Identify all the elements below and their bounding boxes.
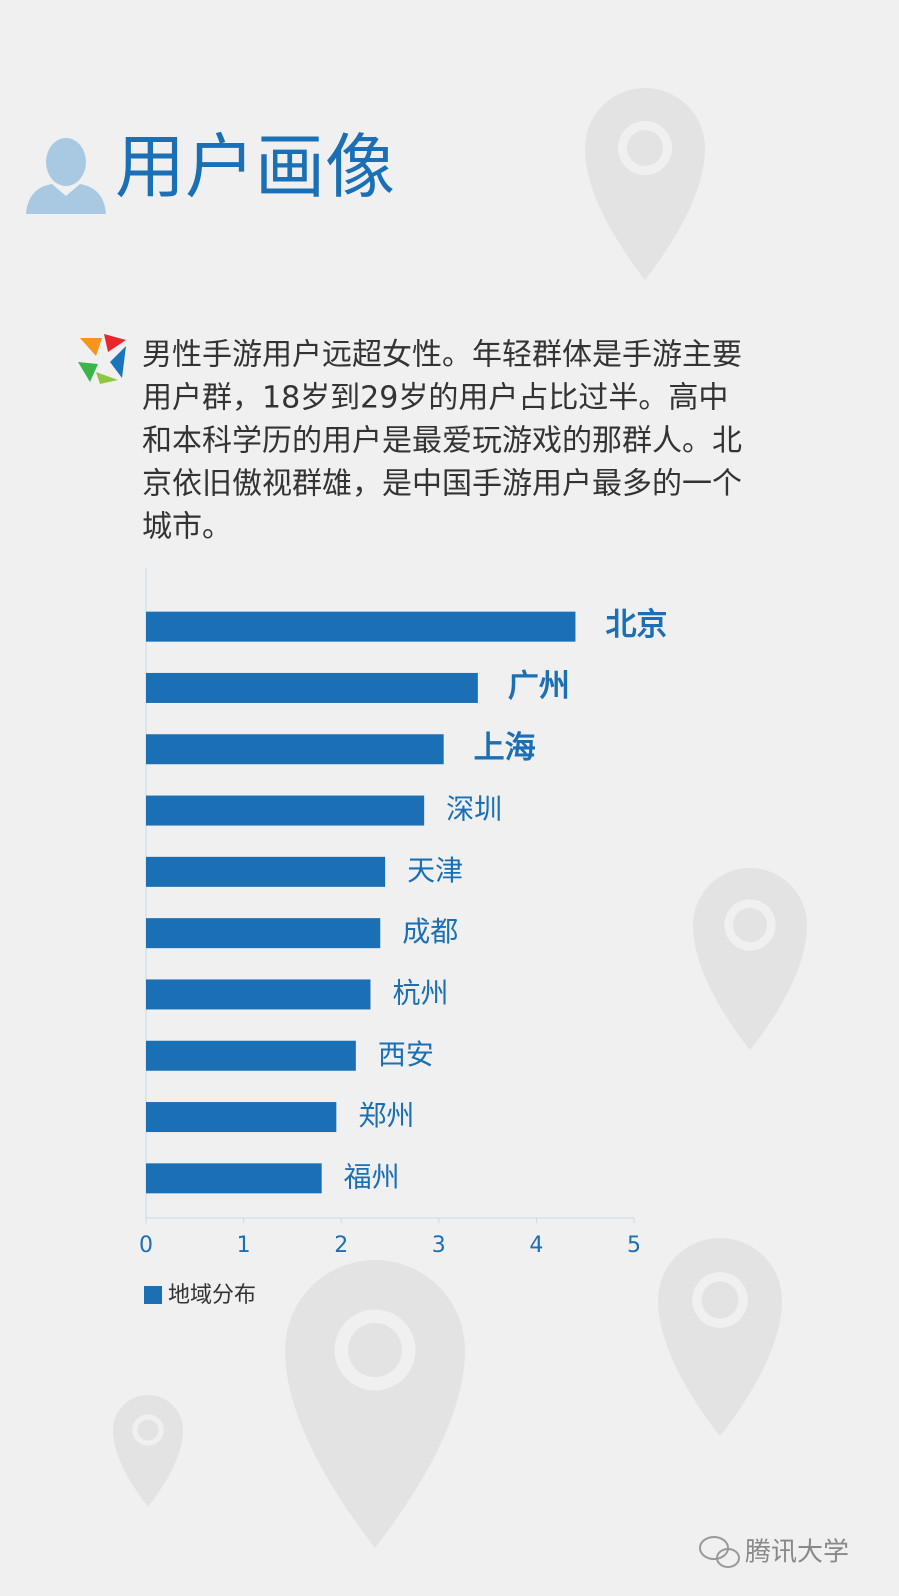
x-tick-label: 3 (432, 1233, 446, 1258)
logo-icon (78, 334, 126, 384)
legend-swatch (144, 1286, 162, 1304)
bar (146, 795, 425, 826)
x-tick-label: 1 (237, 1233, 251, 1258)
page-title: 用户画像 (115, 126, 395, 208)
bar (146, 979, 371, 1010)
x-tick-label: 5 (627, 1233, 641, 1258)
category-label: 天津 (407, 854, 463, 887)
logo-part (80, 338, 102, 356)
category-label: 上海 (474, 730, 536, 766)
bar (146, 734, 444, 765)
x-tick-label: 2 (334, 1233, 348, 1258)
paragraph-line: 用户群，18岁到29岁的用户占比过半。高中 (142, 381, 728, 416)
category-label: 广州 (508, 668, 570, 704)
pin (693, 868, 807, 1051)
wechat-icon (699, 1536, 740, 1568)
pin-dot (348, 1323, 402, 1377)
paragraph-line: 京依旧傲视群雄，是中国手游用户最多的一个 (142, 467, 742, 502)
category-label: 西安 (378, 1038, 434, 1071)
pin-dot (732, 907, 768, 943)
category-label: 深圳 (446, 793, 502, 826)
paragraph-line: 城市。 (142, 510, 232, 545)
bar (146, 1102, 337, 1133)
paragraph-line: 和本科学历的用户是最爱玩游戏的那群人。北 (142, 424, 742, 459)
bar (146, 1163, 322, 1194)
paragraph-line: 男性手游用户远超女性。年轻群体是手游主要 (142, 338, 742, 373)
bar (146, 672, 478, 703)
logo-part (78, 362, 98, 382)
pin-dot (627, 130, 663, 166)
decor-pins (113, 88, 807, 1548)
category-label: 北京 (605, 607, 667, 643)
bar (146, 611, 576, 642)
watermark: 腾讯大学 (745, 1538, 849, 1568)
category-label: 杭州 (392, 976, 448, 1009)
pin (113, 1395, 183, 1507)
pin-dot (137, 1419, 159, 1441)
category-label: 成都 (402, 915, 458, 948)
x-tick-label: 4 (529, 1233, 543, 1258)
bar (146, 856, 386, 887)
icon-head (46, 138, 86, 186)
pin (658, 1238, 782, 1437)
category-label: 福州 (344, 1160, 400, 1193)
icon-body (26, 184, 106, 214)
category-label: 郑州 (358, 1099, 414, 1132)
paragraph: 男性手游用户远超女性。年轻群体是手游主要用户群，18岁到29岁的用户占比过半。高… (142, 338, 742, 545)
logo-part (104, 334, 126, 352)
x-tick-label: 0 (139, 1233, 153, 1258)
pin (285, 1260, 465, 1548)
pin (585, 88, 705, 280)
bar (146, 1040, 356, 1071)
icon-bubble (716, 1548, 740, 1568)
pin-dot (701, 1281, 739, 1319)
bar (146, 918, 381, 949)
legend-label: 地域分布 (168, 1283, 256, 1308)
logo-part (110, 346, 126, 378)
logo-part (96, 372, 118, 384)
person-icon (26, 138, 106, 214)
